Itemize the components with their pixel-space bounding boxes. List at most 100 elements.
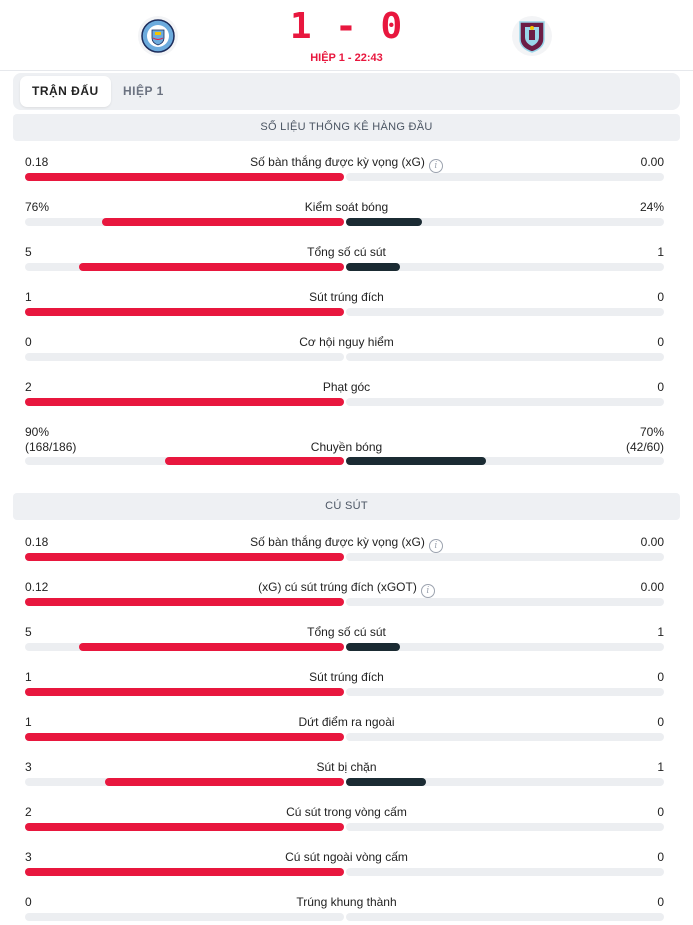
away-value: 0.00 xyxy=(640,155,664,169)
home-bar-fill xyxy=(25,308,344,316)
info-icon[interactable]: i xyxy=(428,539,443,553)
stat-label-text: Dứt điểm ra ngoài xyxy=(298,715,395,729)
home-value: 0.12 xyxy=(25,580,49,594)
stat-label-text: Sút bị chặn xyxy=(316,760,377,774)
away-bar-fill xyxy=(346,457,486,465)
stat-label: Cú sút ngoài vòng cấm xyxy=(200,850,493,864)
stat-row: 76% 24% Kiểm soát bóng xyxy=(0,200,693,230)
home-value: 5 xyxy=(25,245,32,259)
stat-label: (xG) cú sút trúng đích (xGOT) i xyxy=(170,580,523,598)
away-bar-track xyxy=(346,263,664,271)
away-bar-track xyxy=(346,643,664,651)
home-bar-fill xyxy=(25,868,344,876)
home-bar-track xyxy=(25,353,344,361)
away-value: 0.00 xyxy=(640,580,664,594)
stat-row: 2 0 Cú sút trong vòng cấm xyxy=(0,805,693,835)
home-value: 0 xyxy=(25,895,32,909)
away-bar-fill xyxy=(346,643,400,651)
away-value: 0 xyxy=(657,335,664,349)
stat-row: 1 0 Sút trúng đích xyxy=(0,290,693,320)
stat-label: Sút bị chặn xyxy=(200,760,493,774)
home-value: 1 xyxy=(25,670,32,684)
info-icon[interactable]: i xyxy=(420,584,435,598)
away-bar-track xyxy=(346,553,664,561)
home-bar-fill xyxy=(25,823,344,831)
period-tabs: TRẬN ĐẤU HIỆP 1 xyxy=(13,73,680,110)
away-bar-track xyxy=(346,598,664,606)
away-value: 24% xyxy=(639,200,664,214)
info-icon[interactable]: i xyxy=(428,159,443,173)
home-value: 0.18 xyxy=(25,155,49,169)
tab-match[interactable]: TRẬN ĐẤU xyxy=(20,76,111,107)
away-bar-fill xyxy=(346,218,422,226)
stat-row: 0 0 Trúng khung thành xyxy=(0,895,693,925)
away-bar-track xyxy=(346,868,664,876)
match-header: 1 - 0 HIỆP 1 - 22:43 xyxy=(0,0,693,71)
stat-label: Dứt điểm ra ngoài xyxy=(200,715,493,729)
tab-first-half[interactable]: HIỆP 1 xyxy=(123,84,164,98)
stat-row: 90% (168/186) 70% (42/60) Chuyền bóng xyxy=(0,425,693,469)
stat-label: Sút trúng đích xyxy=(200,290,493,304)
stat-label-text: Tổng số cú sút xyxy=(307,625,386,639)
stat-label: Trúng khung thành xyxy=(200,895,493,909)
away-bar-track xyxy=(346,733,664,741)
stat-label: Tổng số cú sút xyxy=(200,625,493,639)
home-value: 0 xyxy=(25,335,32,349)
home-value: 3 xyxy=(25,850,32,864)
away-value: 1 xyxy=(657,245,664,259)
stat-row: 5 1 Tổng số cú sút xyxy=(0,625,693,655)
stat-row: 1 0 Sút trúng đích xyxy=(0,670,693,700)
home-value: 76% xyxy=(25,200,50,214)
match-score: 1 - 0 xyxy=(289,6,404,47)
stat-row: 0 0 Cơ hội nguy hiểm xyxy=(0,335,693,365)
stat-label-text: Cú sút ngoài vòng cấm xyxy=(285,850,408,864)
home-bar-fill xyxy=(25,553,344,561)
home-value-detail: (168/186) xyxy=(25,440,77,454)
away-value: 0 xyxy=(657,805,664,819)
home-value: 5 xyxy=(25,625,32,639)
stat-row: 2 0 Phạt góc xyxy=(0,380,693,410)
home-value: 2 xyxy=(25,380,32,394)
away-bar-fill xyxy=(346,778,426,786)
home-bar-track xyxy=(25,913,344,921)
stat-label-text: Phạt góc xyxy=(322,380,371,394)
home-bar-fill xyxy=(102,218,344,226)
home-value: 1 xyxy=(25,290,32,304)
stat-label: Số bàn thắng được kỳ vọng (xG) i xyxy=(170,155,523,173)
manchester-city-crest-icon xyxy=(141,19,175,53)
home-bar-fill xyxy=(25,733,344,741)
home-bar-fill xyxy=(105,778,344,786)
away-value: 0.00 xyxy=(640,535,664,549)
home-team-logo[interactable] xyxy=(138,16,178,56)
home-bar-fill xyxy=(25,398,344,406)
stat-label-text: Chuyền bóng xyxy=(310,440,383,454)
away-value: 70% xyxy=(639,425,664,439)
away-team-logo[interactable] xyxy=(512,16,552,56)
stat-label-text: (xG) cú sút trúng đích (xGOT) xyxy=(258,580,417,594)
stat-label-text: Số bàn thắng được kỳ vọng (xG) xyxy=(250,155,425,169)
away-bar-track xyxy=(346,457,664,465)
stat-label: Chuyền bóng xyxy=(200,440,493,454)
away-value: 0 xyxy=(657,715,664,729)
stat-label: Kiểm soát bóng xyxy=(200,200,493,214)
stat-row: 3 0 Cú sút ngoài vòng cấm xyxy=(0,850,693,880)
away-bar-track xyxy=(346,173,664,181)
stat-label: Tổng số cú sút xyxy=(200,245,493,259)
home-bar-fill xyxy=(79,263,344,271)
stat-label-text: Trúng khung thành xyxy=(296,895,397,909)
stat-label-text: Sút trúng đích xyxy=(309,290,384,304)
home-bar-fill xyxy=(25,688,344,696)
away-value: 1 xyxy=(657,625,664,639)
away-bar-track xyxy=(346,353,664,361)
home-value: 2 xyxy=(25,805,32,819)
stat-label: Phạt góc xyxy=(200,380,493,394)
home-bar-fill xyxy=(25,598,344,606)
stat-label-text: Cơ hội nguy hiểm xyxy=(299,335,394,349)
stat-label-text: Sút trúng đích xyxy=(309,670,384,684)
away-bar-track xyxy=(346,218,664,226)
section-header: CÚ SÚT xyxy=(13,493,680,520)
stat-label: Sút trúng đích xyxy=(200,670,493,684)
away-value-detail: (42/60) xyxy=(625,440,664,454)
stat-label: Số bàn thắng được kỳ vọng (xG) i xyxy=(170,535,523,553)
home-bar-fill xyxy=(79,643,344,651)
